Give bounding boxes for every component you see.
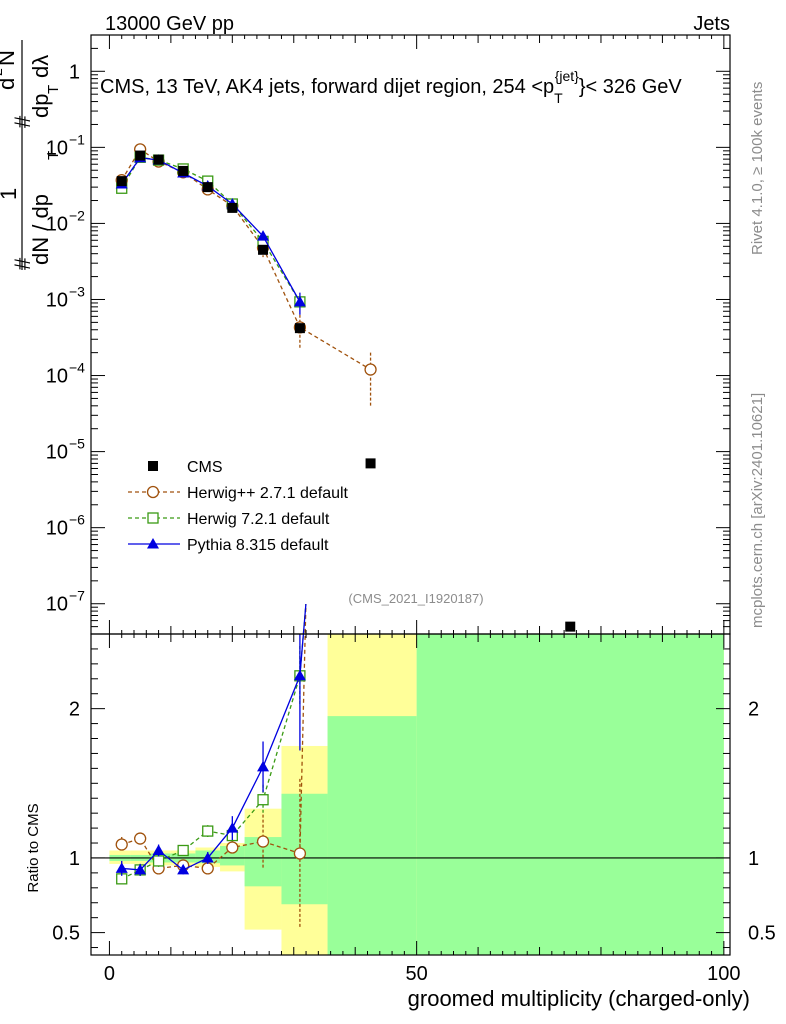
legend-label-1: Herwig++ 2.7.1 default (187, 485, 349, 502)
ratio-plot-marks (91, 603, 730, 929)
ratio-uncertainty-bands (109, 634, 724, 955)
main-point-cms-3 (178, 165, 189, 176)
ratio-point-pythia-8-315-default-1 (134, 863, 147, 875)
main-line-herwig-2-7-1-default (121, 148, 371, 371)
main-point-cms-5 (227, 202, 238, 213)
main-ytick-exp: −6 (69, 512, 85, 528)
ylabel-t-2: T (45, 85, 62, 94)
main-point-cms-9 (565, 621, 576, 632)
legend-label-3: Pythia 8.315 default (187, 537, 329, 554)
main-line-herwig-7-2-1-default (121, 156, 301, 303)
rivet-label: Rivet 4.1.0, ≥ 100k events (749, 82, 766, 255)
ylabel-d: d (0, 78, 19, 90)
energy-label: 13000 GeV pp (105, 13, 234, 35)
main-ytick-label: 10 (46, 594, 68, 616)
ratio-point-pythia-8-315-default-2 (152, 844, 165, 855)
main-ytick-exp: −4 (69, 360, 85, 376)
category-label: Jets (693, 13, 730, 35)
band-inner-5 (220, 846, 245, 866)
main-ytick-label: 10 (46, 213, 68, 235)
ratio-point-herwig-2-7-1-default-0 (115, 838, 128, 851)
x-tick-label-100: 100 (707, 963, 740, 985)
ratio-ytick-label-left: 0.5 (52, 923, 80, 945)
legend-marker-2 (147, 512, 159, 524)
legend-marker-3 (147, 538, 159, 549)
ratio-point-pythia-8-315-default-7 (293, 669, 306, 681)
ratio-ytick-label-right: 1 (748, 848, 759, 870)
ratio-point-herwig-2-7-1-default-6 (256, 835, 270, 848)
main-ytick-exp: −7 (69, 588, 85, 604)
x-tick-label-0: 0 (104, 963, 115, 985)
main-ylabel: # 1 dN / dp T # d 2 N dp T dλ (0, 40, 62, 270)
legend-label-2: Herwig 7.2.1 default (187, 511, 330, 528)
ratio-ylabel: Ratio to CMS (25, 803, 42, 892)
legend-marker-1 (146, 485, 160, 499)
main-ytick-exp: −5 (69, 436, 85, 452)
ratio-point-herwig-2-7-1-default-1 (134, 832, 147, 845)
ratio-ytick-label-left: 1 (69, 848, 80, 870)
band-inner-9 (416, 634, 724, 955)
mcplots-label: mcplots.cern.ch [arXiv:2401.10621] (749, 393, 766, 628)
legend-marker-0 (148, 461, 158, 471)
main-ytick-label: 10 (46, 518, 68, 540)
ratio-point-pythia-8-315-default-5 (226, 822, 239, 833)
ylabel-dlambda: dλ (28, 55, 53, 78)
main-point-cms-1 (135, 150, 146, 161)
legend-label-0: CMS (187, 459, 223, 476)
analysis-id: (CMS_2021_I1920187) (348, 591, 483, 606)
ratio-line-herwig-2-7-1-default (121, 603, 307, 870)
ratio-point-pythia-8-315-default-4 (201, 851, 214, 863)
ratio-point-herwig-2-7-1-default-7 (293, 847, 307, 860)
main-point-cms-7 (294, 323, 305, 334)
main-ytick-exp: −1 (69, 131, 85, 147)
x-tick-label-50: 50 (406, 963, 428, 985)
main-ytick-label: 10 (46, 442, 68, 464)
main-ytick-label: 10 (46, 289, 68, 311)
main-point-herwig-2-7-1-default-8 (364, 363, 377, 376)
main-ytick-exp: −2 (69, 207, 85, 223)
ylabel-one: 1 (0, 188, 21, 200)
plot-title: CMS, 13 TeV, AK4 jets, forward dijet reg… (100, 68, 682, 106)
ratio-point-herwig-7-2-1-default-3 (177, 844, 189, 857)
ylabel-n: N (0, 50, 19, 66)
main-point-pythia-8-315-default-7 (293, 295, 306, 307)
main-point-cms-2 (153, 154, 164, 165)
band-inner-8 (327, 716, 417, 955)
band-inner-7 (281, 793, 328, 905)
main-ytick-label: 1 (69, 61, 80, 83)
ylabel-dn-dpt: dN / dp (28, 194, 53, 265)
ratio-ytick-label-left: 2 (69, 699, 80, 721)
main-point-cms-0 (116, 176, 127, 187)
main-ytick-label: 10 (46, 366, 68, 388)
xlabel: groomed multiplicity (charged-only) (408, 986, 750, 1011)
ratio-frame (90, 633, 731, 956)
main-ytick-label: 10 (46, 137, 68, 159)
ratio-point-pythia-8-315-default-3 (177, 863, 190, 875)
ratio-point-pythia-8-315-default-6 (257, 760, 270, 772)
main-plot-marks (115, 143, 576, 632)
ratio-point-herwig-2-7-1-default-5 (226, 841, 239, 854)
main-point-cms-6 (258, 244, 269, 255)
ratio-point-herwig-2-7-1-default-4 (201, 862, 214, 875)
ratio-point-herwig-7-2-1-default-6 (257, 794, 269, 806)
main-point-cms-4 (202, 182, 213, 193)
ratio-point-herwig-7-2-1-default-4 (202, 825, 214, 837)
ratio-point-pythia-8-315-default-0 (115, 862, 128, 873)
main-point-pythia-8-315-default-6 (257, 230, 270, 241)
ylabel-t-1: T (45, 151, 62, 160)
main-ytick-exp: −3 (69, 283, 85, 299)
legend: CMS Herwig++ 2.7.1 default Herwig 7.2.1 de… (128, 459, 349, 554)
main-point-cms-8 (365, 458, 376, 469)
ratio-ytick-label-right: 0.5 (748, 923, 776, 945)
ratio-ytick-label-right: 2 (748, 699, 759, 721)
ylabel-two: 2 (0, 68, 5, 76)
ylabel-dp: dp (28, 94, 53, 118)
ratio-point-herwig-7-2-1-default-2 (152, 855, 165, 867)
